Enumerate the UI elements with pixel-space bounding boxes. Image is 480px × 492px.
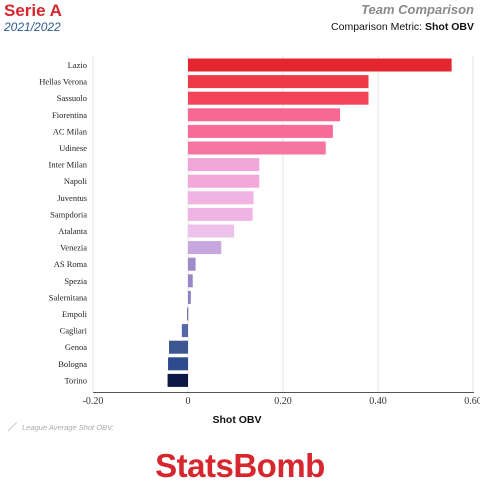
bar-cagliari (181, 324, 188, 338)
metric-name: Shot OBV (425, 21, 474, 33)
bar-bologna (168, 357, 188, 371)
bar-fiorentina (188, 108, 340, 122)
bar-chart: Lazio Hellas Verona Sassuolo Fiorentina AC M… (7, 56, 480, 432)
category-label: AS Roma (54, 259, 88, 269)
category-label: Venezia (60, 243, 87, 253)
category-label: Empoli (62, 309, 88, 319)
category-label: Bologna (58, 359, 87, 369)
bar-atalanta (188, 224, 235, 238)
x-axis-label: Shot OBV (213, 414, 262, 426)
category-label: Hellas Verona (39, 77, 87, 87)
category-label: Genoa (65, 342, 87, 352)
category-label: Inter Milan (49, 160, 88, 170)
bar-torino (167, 373, 188, 387)
category-label: AC Milan (53, 126, 88, 136)
bar-as-roma (188, 257, 196, 271)
category-label: Sampdoria (50, 209, 87, 219)
gridlines (92, 56, 474, 392)
comparison-metric-label: Comparison Metric: Shot OBV (331, 21, 474, 33)
x-tick-label: 0.20 (274, 396, 292, 407)
x-tick-label: 0.40 (369, 396, 387, 407)
category-label: Lazio (68, 60, 87, 70)
competition-title: Serie A (4, 1, 62, 20)
bar-sassuolo (188, 91, 369, 105)
bars (167, 58, 452, 387)
x-tick-label: 0 (186, 396, 191, 407)
x-tick-label: -0.20 (83, 396, 104, 407)
category-label: Sassuolo (57, 93, 87, 103)
bar-udinese (188, 141, 326, 155)
category-label: Cagliari (60, 326, 88, 336)
bar-ac-milan (188, 124, 333, 138)
bar-venezia (188, 241, 222, 255)
category-label: Atalanta (58, 226, 87, 236)
bar-empoli (187, 307, 189, 321)
bar-lazio (188, 58, 452, 72)
category-label: Udinese (59, 143, 87, 153)
bar-hellas-verona (188, 75, 369, 89)
category-label: Spezia (64, 276, 87, 286)
bar-salernitana (188, 290, 191, 304)
bar-inter-milan (188, 158, 260, 172)
category-label: Salernitana (49, 292, 87, 302)
category-label: Torino (64, 375, 87, 385)
category-labels: Lazio Hellas Verona Sassuolo Fiorentina AC M… (39, 60, 88, 385)
season-label: 2021/2022 (4, 20, 61, 34)
category-label: Juventus (57, 193, 87, 203)
view-title: Team Comparison (361, 2, 474, 17)
bar-sampdoria (188, 207, 253, 221)
category-label: Fiorentina (52, 110, 87, 120)
x-tick-label: 0.60 (464, 396, 480, 407)
metric-prefix: Comparison Metric: (331, 21, 425, 33)
x-tick-labels: -0.20 0 0.20 0.40 0.60 (83, 396, 480, 407)
bar-juventus (188, 191, 254, 205)
bar-genoa (169, 340, 188, 354)
average-line-icon (7, 421, 18, 432)
bar-spezia (188, 274, 193, 288)
bar-napoli (188, 174, 260, 188)
category-label: Napoli (64, 176, 88, 186)
statsbomb-logo: StatsBomb (155, 447, 325, 484)
league-average-note: League Average Shot OBV: (22, 423, 114, 432)
